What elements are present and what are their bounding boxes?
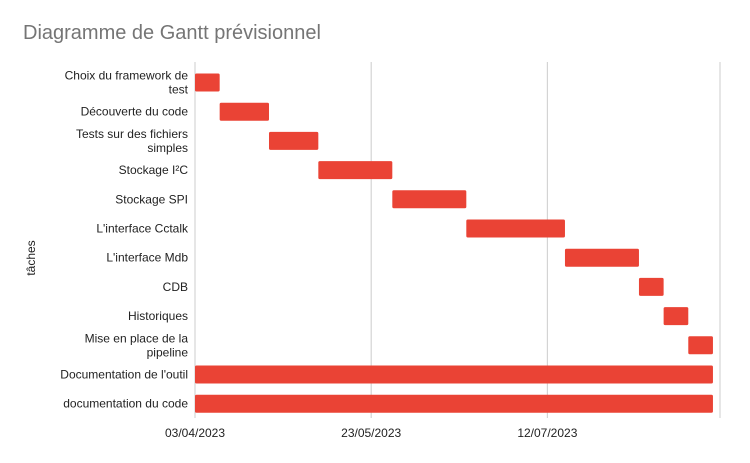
chart-title: Diagramme de Gantt prévisionnel (23, 22, 321, 44)
task-label: Découverte du code (81, 105, 189, 119)
task-label: documentation du code (63, 397, 188, 411)
task-label: Historiques (128, 309, 188, 323)
x-tick-label: 03/04/2023 (165, 426, 225, 440)
gantt-bar (688, 336, 713, 355)
y-axis-title: tâches (24, 240, 38, 275)
task-label: Documentation de l'outil (60, 368, 188, 382)
x-tick-label: 23/05/2023 (341, 426, 401, 440)
gantt-bar (219, 102, 269, 121)
gantt-bar (268, 131, 319, 150)
task-label: Mise en place de la pipeline (85, 331, 189, 359)
task-label: L'interface Cctalk (96, 222, 189, 236)
x-tick-label: 12/07/2023 (517, 426, 577, 440)
gantt-bar (638, 277, 664, 296)
gantt-bar (195, 73, 220, 92)
gantt-bar (392, 190, 467, 209)
gantt-bar (195, 365, 713, 384)
gantt-bar (564, 248, 639, 267)
task-label: Stockage I²C (119, 163, 189, 177)
task-label: Tests sur des fichiers simples (76, 127, 188, 155)
gantt-bar (318, 161, 393, 180)
task-label: CDB (163, 280, 188, 294)
gantt-bar (663, 307, 689, 326)
gantt-bar (466, 219, 565, 238)
task-label: L'interface Mdb (106, 251, 188, 265)
task-label: Stockage SPI (115, 192, 188, 206)
gantt-bar (195, 394, 713, 413)
task-label: Choix du framework de test (65, 69, 189, 97)
